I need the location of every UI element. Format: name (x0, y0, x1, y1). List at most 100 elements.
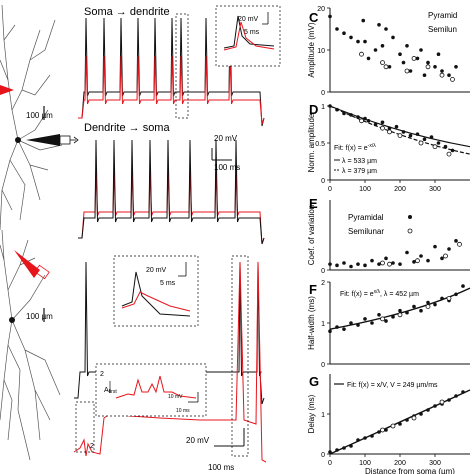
point-pyramidal (370, 434, 374, 438)
point-semilun (439, 72, 445, 78)
y-axis-label: Amplitude (mV) (307, 22, 316, 77)
trace-b-red (78, 169, 265, 245)
point-semilun (425, 64, 431, 70)
point-pyramid (401, 130, 406, 134)
soma-bottom (9, 317, 15, 323)
red-electrode-bottom (14, 250, 50, 280)
point-pyramidal (426, 408, 430, 412)
point-pyramid (335, 27, 339, 31)
legend-marker-filled (408, 215, 412, 219)
point-semilunar (380, 260, 385, 266)
point-pyramidal (447, 398, 451, 402)
point-pyramidal (426, 258, 430, 263)
y-tick-label: 1 (321, 412, 325, 419)
trace-a-red (78, 55, 265, 125)
point-semilunar (443, 253, 448, 259)
neuron-morphology-bottom (0, 229, 61, 461)
fit-formula: Fit: f(x) = e (340, 291, 374, 298)
point-pyramidal (405, 310, 409, 315)
point-pyramid (328, 104, 332, 108)
point-semilunar (387, 261, 392, 267)
point-pyramidal (342, 261, 346, 265)
point-pyramid (342, 31, 346, 35)
x-tick-label: 100 (359, 186, 371, 193)
soma-top (15, 137, 21, 143)
point-semilunar (439, 399, 445, 405)
point-pyramid (356, 39, 360, 44)
point-pyramidal (335, 325, 339, 329)
legend-pyramid: Pyramid (428, 11, 457, 20)
y-tick-label: 1 (321, 104, 325, 111)
point-semilun (383, 64, 389, 70)
point-pyramid (380, 44, 385, 48)
point-pyramidal (461, 390, 465, 394)
point-pyramidal (328, 450, 332, 454)
point-pyramidal (454, 292, 458, 297)
y-tick-label: 0 (321, 178, 325, 185)
inset-bottom-afirst: Afirst (104, 387, 117, 395)
point-pyramidal (440, 256, 444, 261)
inset-middle-red-spike (121, 291, 191, 312)
morph-top-scalebar-label: 100 µm (26, 111, 53, 120)
point-pyramidal (398, 262, 402, 266)
point-pyramidal (363, 436, 367, 440)
point-pyramid (436, 141, 441, 145)
point-semilunar (446, 295, 452, 301)
point-pyramidal (398, 308, 402, 313)
point-pyramidal (356, 438, 360, 442)
point-pyramid (349, 113, 353, 117)
panel-letter-C: C (309, 10, 319, 25)
point-semilun (359, 51, 364, 57)
y-tick-label: 0 (321, 452, 325, 459)
y-tick-label: 1 (321, 321, 325, 328)
point-pyramid (363, 116, 367, 121)
point-pyramid (349, 35, 353, 40)
point-pyramid (450, 148, 455, 153)
dendrite-to-soma-title: Dendrite → soma (84, 122, 170, 134)
fit-exponent: x/λ (374, 289, 381, 295)
inset-bottom-v-label: 10 mV (168, 394, 183, 400)
x-tick-label: 300 (429, 460, 441, 467)
point-pyramid (366, 119, 371, 123)
trace-dendrite-to-soma (78, 139, 265, 245)
point-pyramidal (447, 247, 451, 251)
y-tick-label: 20 (317, 6, 325, 13)
point-pyramid (384, 27, 388, 31)
point-pyramid (373, 48, 378, 52)
point-semilun (380, 125, 385, 131)
point-semilun (397, 133, 403, 139)
point-pyramidal (433, 302, 437, 307)
point-pyramid (335, 107, 339, 112)
x-tick-label: 0 (328, 460, 332, 467)
point-pyramidal (391, 315, 395, 319)
x-tick-label: 100 (359, 460, 371, 467)
inset-middle (113, 255, 199, 327)
neuron-morphology-top (0, 4, 63, 231)
point-pyramidal (356, 262, 360, 266)
legend-semilunar: Semilunar (348, 227, 384, 236)
point-semilunar (411, 415, 417, 421)
point-pyramidal (349, 264, 353, 269)
morph-bottom-scalebar-label: 100 µm (26, 312, 53, 321)
x-tick-label: 0 (328, 186, 332, 193)
point-semilun (387, 129, 392, 135)
point-pyramidal (454, 239, 458, 243)
trace-top-v-label: 20 mV (214, 134, 238, 143)
trace-bottom-v-label: 20 mV (186, 436, 210, 445)
point-pyramidal (377, 262, 381, 266)
point-pyramid (377, 23, 381, 27)
point-pyramidal (384, 319, 388, 323)
fit-line-solid (329, 105, 471, 148)
point-pyramidal (433, 244, 437, 249)
point-pyramid (391, 35, 395, 40)
x-tick-label: 300 (429, 186, 441, 193)
point-pyramid (408, 133, 413, 138)
point-pyramid (363, 39, 367, 44)
point-semilunar (390, 423, 396, 429)
point-pyramidal (391, 261, 395, 265)
spike-highlight-box-bottom-left (75, 401, 95, 453)
spike-highlight-box-top (175, 13, 189, 119)
y-axis-label: Coef. of variation (307, 205, 316, 265)
